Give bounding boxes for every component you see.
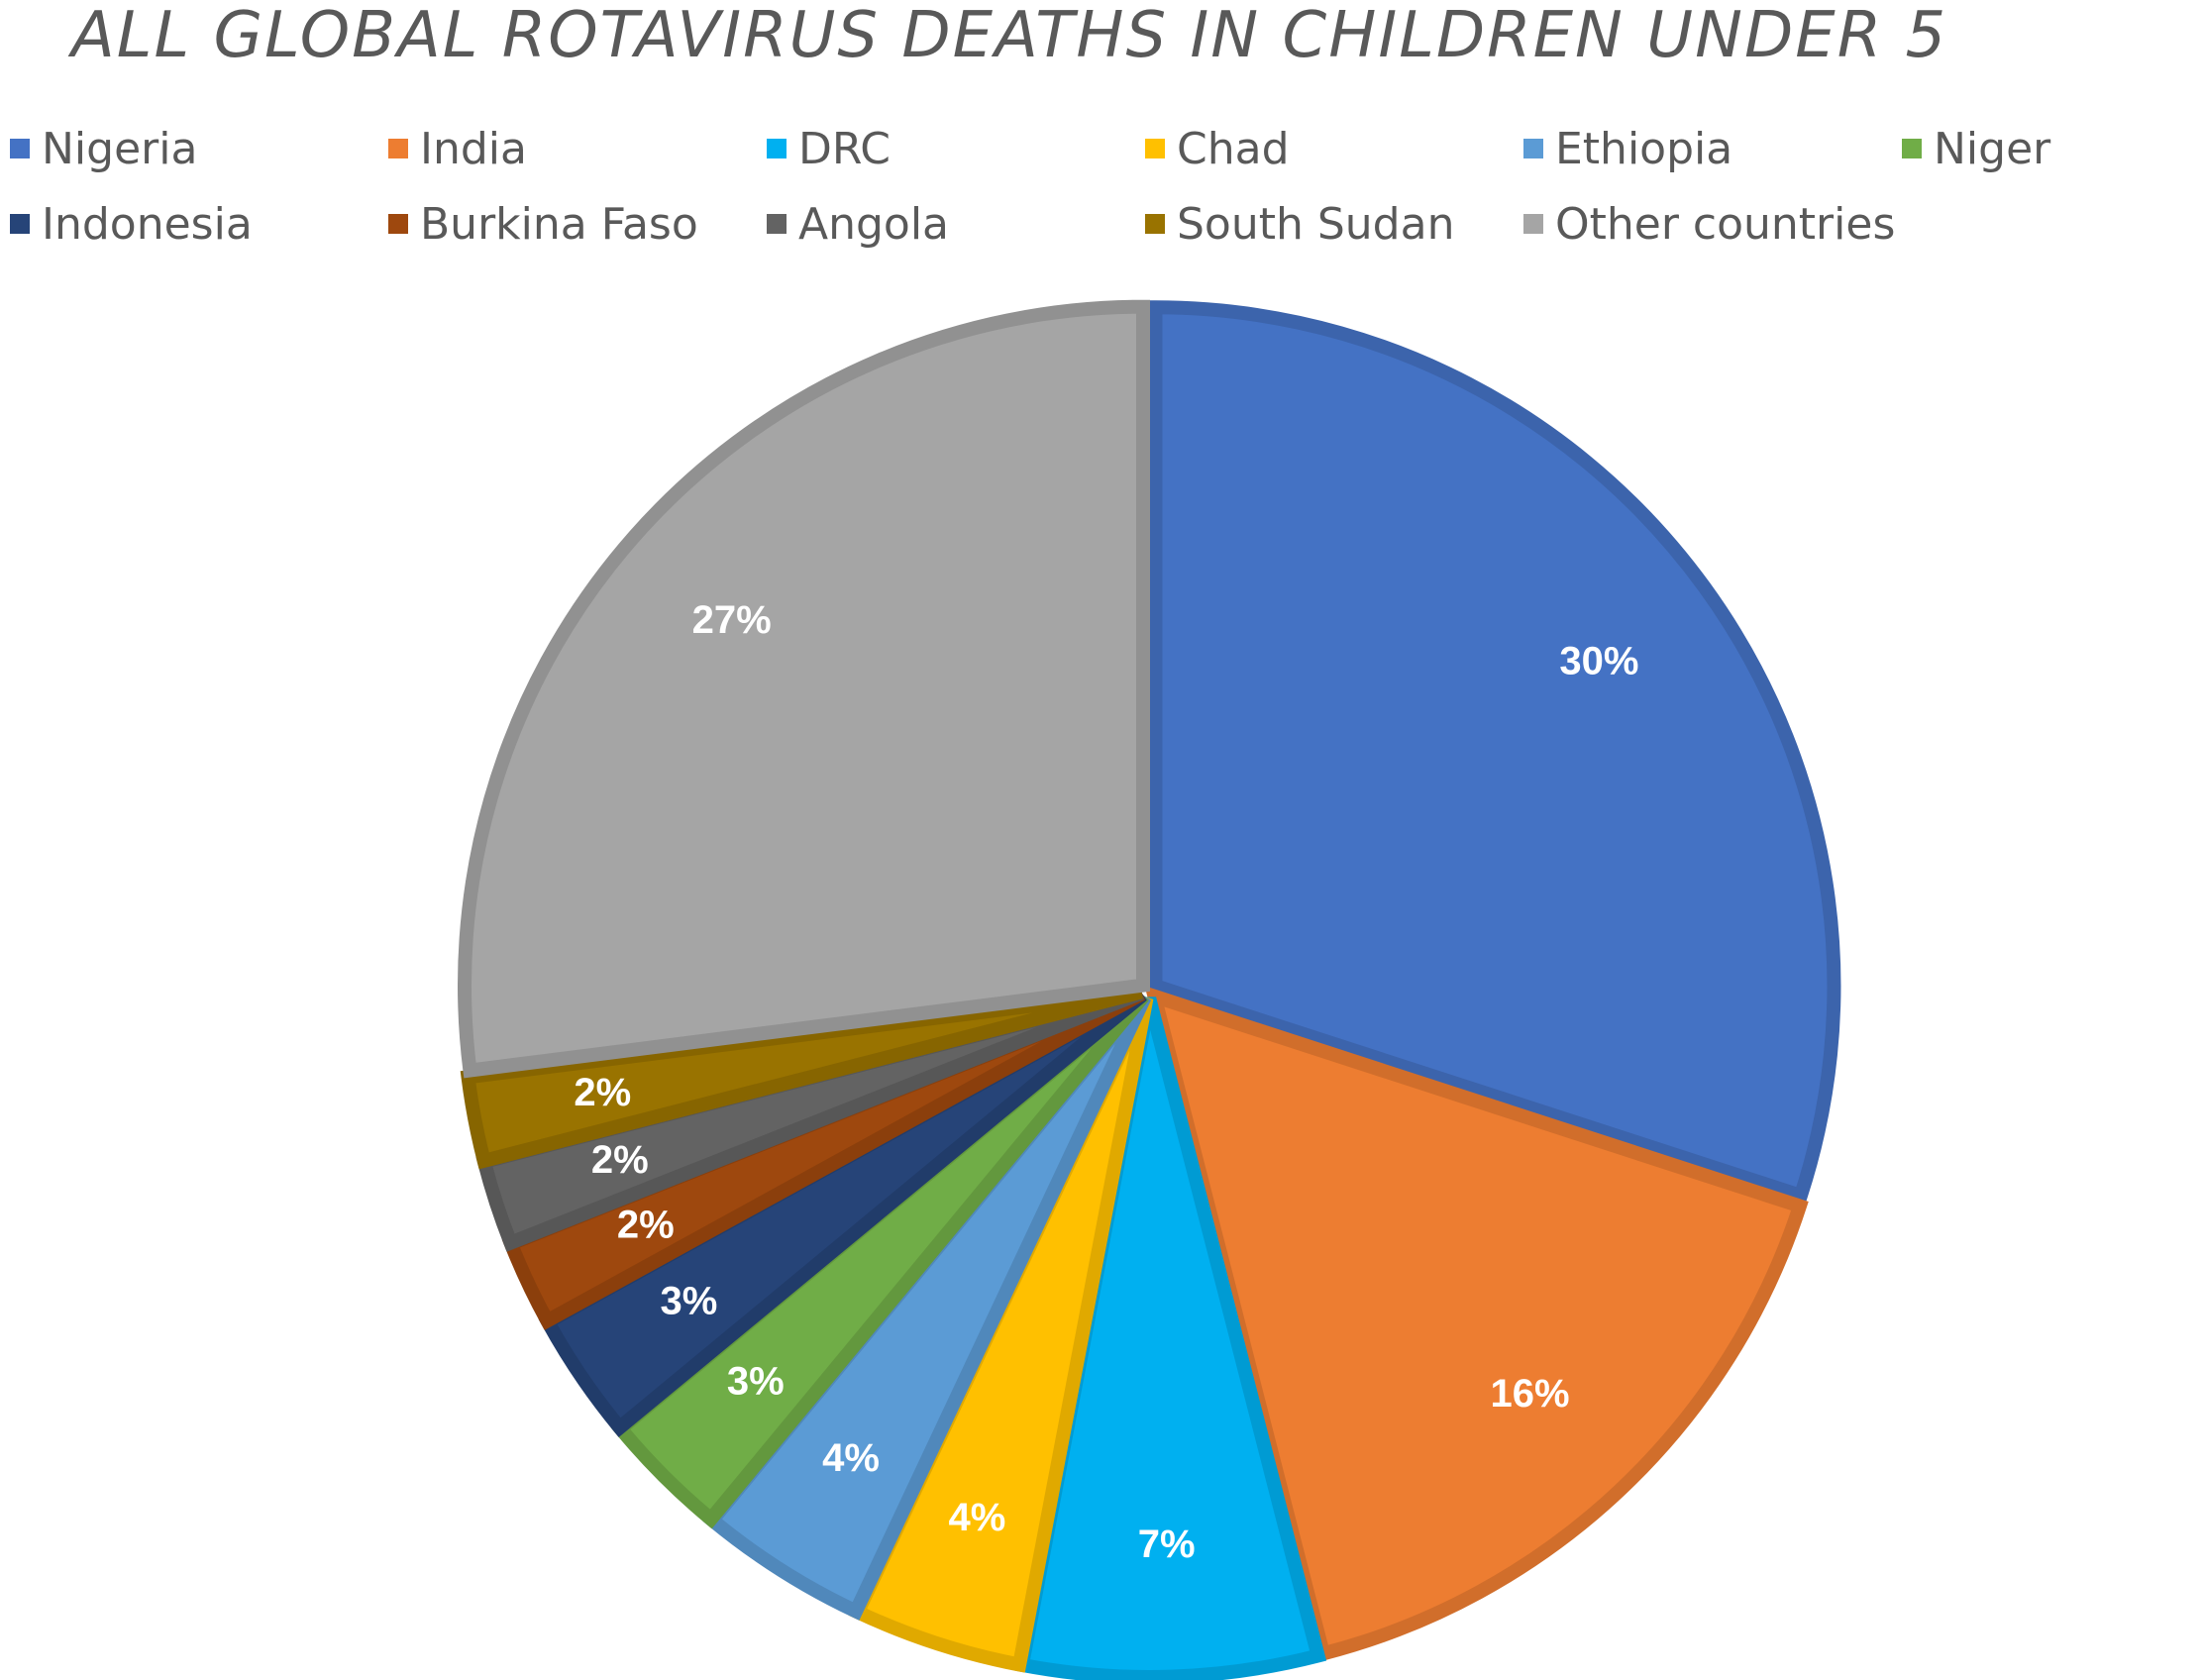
- legend-label-ethiopia: Ethiopia: [1555, 123, 1733, 174]
- legend-swatch-ethiopia: [1523, 139, 1543, 158]
- chart-legend: Nigeria India DRC Chad Ethiopia Niger In…: [0, 119, 2203, 267]
- legend-item-indonesia: Indonesia: [10, 194, 253, 254]
- legend-label-indonesia: Indonesia: [42, 198, 253, 250]
- data-label-niger: 3%: [727, 1360, 785, 1404]
- data-label-burkina-faso: 2%: [617, 1204, 675, 1247]
- data-label-other-countries: 27%: [692, 598, 772, 642]
- legend-label-other-countries: Other countries: [1555, 198, 1896, 250]
- data-label-ethiopia: 4%: [822, 1436, 880, 1480]
- legend-swatch-south-sudan: [1145, 214, 1165, 234]
- chart-title: ALL GLOBAL ROTAVIRUS DEATHS IN CHILDREN …: [71, 0, 1948, 72]
- legend-swatch-niger: [1902, 139, 1922, 158]
- legend-label-angola: Angola: [798, 198, 950, 250]
- pie-slice-nigeria: [1148, 300, 1841, 1205]
- legend-label-niger: Niger: [1934, 123, 2051, 174]
- pie-slice-drc: [1013, 997, 1327, 1680]
- pie-data-labels: 30% 16% 7% 4% 4% 3%3% 2% 2% 2% 27%: [574, 598, 1638, 1566]
- legend-swatch-indonesia: [10, 214, 30, 234]
- legend-label-nigeria: Nigeria: [42, 123, 198, 174]
- legend-item-angola: Angola: [767, 194, 949, 254]
- data-label-chad: 4%: [949, 1496, 1006, 1539]
- pie-slice-other-countries: [458, 299, 1150, 1079]
- data-label-angola: 2%: [591, 1138, 649, 1182]
- pie-slices: [458, 299, 1841, 1680]
- legend-item-drc: DRC: [767, 119, 891, 178]
- legend-item-india: India: [388, 119, 527, 178]
- legend-label-india: India: [420, 123, 527, 174]
- legend-swatch-other-countries: [1523, 214, 1543, 234]
- data-label-drc: 7%: [1138, 1522, 1196, 1566]
- legend-label-drc: DRC: [798, 123, 891, 174]
- legend-swatch-india: [388, 139, 408, 158]
- data-label-india: 16%: [1490, 1372, 1569, 1416]
- legend-item-chad: Chad: [1145, 119, 1290, 178]
- legend-item-ethiopia: Ethiopia: [1523, 119, 1732, 178]
- legend-swatch-burkina-faso: [388, 214, 408, 234]
- legend-item-burkina-faso: Burkina Faso: [388, 194, 698, 254]
- legend-swatch-nigeria: [10, 139, 30, 158]
- legend-swatch-drc: [767, 139, 787, 158]
- data-label-south-sudan: 2%: [574, 1071, 631, 1114]
- pie-slice-india: [1144, 986, 1809, 1662]
- legend-item-other-countries: Other countries: [1523, 194, 1895, 254]
- legend-label-chad: Chad: [1177, 123, 1290, 174]
- legend-item-nigeria: Nigeria: [10, 119, 197, 178]
- data-label-indonesia: 3%: [661, 1279, 718, 1322]
- legend-item-south-sudan: South Sudan: [1145, 194, 1454, 254]
- legend-swatch-chad: [1145, 139, 1165, 158]
- data-label-nigeria: 30%: [1559, 639, 1638, 682]
- legend-label-burkina-faso: Burkina Faso: [420, 198, 698, 250]
- legend-item-niger: Niger: [1902, 119, 2050, 178]
- legend-swatch-angola: [767, 214, 787, 234]
- legend-label-south-sudan: South Sudan: [1177, 198, 1455, 250]
